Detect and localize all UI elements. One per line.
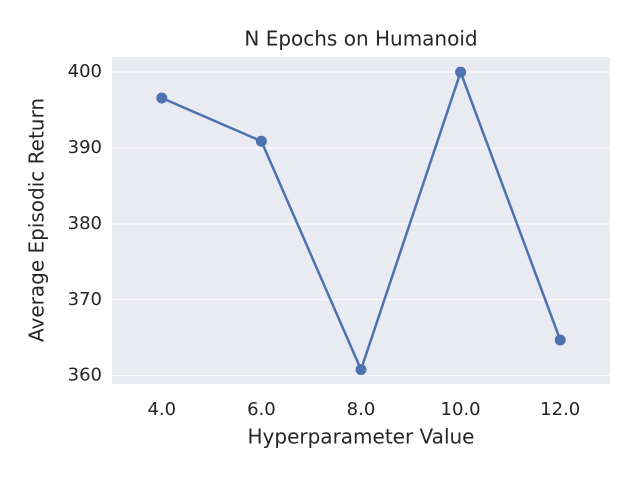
point	[156, 92, 168, 104]
grid	[112, 71, 610, 377]
x-tick-label: 10.0	[441, 399, 481, 420]
chart-title: N Epochs on Humanoid	[244, 27, 477, 51]
y-tick-label: 400	[68, 61, 102, 82]
y-axis-label: Average Episodic Return	[25, 98, 49, 342]
plot-area	[112, 57, 610, 384]
x-tick-label: 4.0	[147, 399, 176, 420]
y-tick-label: 380	[68, 213, 102, 234]
y-tick-label: 370	[68, 289, 102, 310]
x-tick-label: 12.0	[540, 399, 580, 420]
point	[455, 66, 467, 78]
point	[554, 334, 566, 346]
x-tick-label: 6.0	[247, 399, 276, 420]
x-axis-label: Hyperparameter Value	[248, 425, 475, 449]
x-tick-label: 8.0	[347, 399, 376, 420]
y-tick-label: 390	[68, 137, 102, 158]
marks	[156, 66, 566, 376]
point	[255, 135, 267, 147]
point	[355, 364, 367, 376]
y-tick-label: 360	[68, 365, 102, 386]
